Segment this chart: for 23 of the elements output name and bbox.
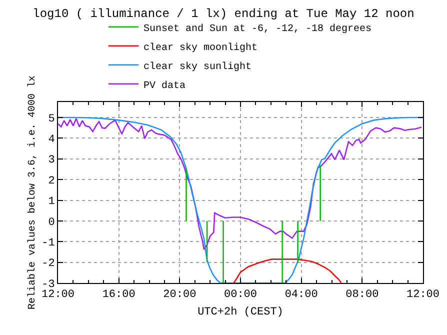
- y-tick-label: -2: [42, 258, 55, 270]
- y-tick-label: 2: [48, 175, 55, 188]
- y-tick-label: 4: [48, 134, 56, 146]
- y-tick-label: -1: [42, 237, 56, 250]
- y-tick-label: 5: [48, 113, 55, 126]
- x-tick-label: 16:00: [102, 289, 136, 302]
- y-tick-label: -3: [42, 278, 55, 291]
- x-tick-label: 12:00: [406, 289, 440, 302]
- chart-title: log10 ( illuminance / 1 lx) ending at Tue May 12 noon: [32, 6, 414, 21]
- y-tick-label: 3: [48, 154, 55, 167]
- legend-label: PV data: [144, 80, 186, 92]
- x-axis-title: UTC+2h (CEST): [198, 306, 284, 318]
- legend-label: clear sky sunlight: [144, 60, 252, 73]
- legend-label: clear sky moonlight: [144, 42, 258, 54]
- x-tick-label: 20:00: [163, 289, 196, 302]
- y-tick-label: 1: [48, 196, 56, 208]
- x-tick-label: 12:00: [41, 289, 75, 302]
- x-tick-label: 08:00: [346, 289, 379, 302]
- x-tick-label: 04:00: [284, 289, 318, 302]
- legend-label: Sunset and Sun at -6, -12, -18 degrees: [144, 22, 372, 35]
- x-tick-label: 00:00: [224, 289, 258, 302]
- y-tick-label: 0: [48, 216, 55, 229]
- y-axis-title: Reliable values below 3.6, i.e. 4000 lx: [26, 75, 39, 310]
